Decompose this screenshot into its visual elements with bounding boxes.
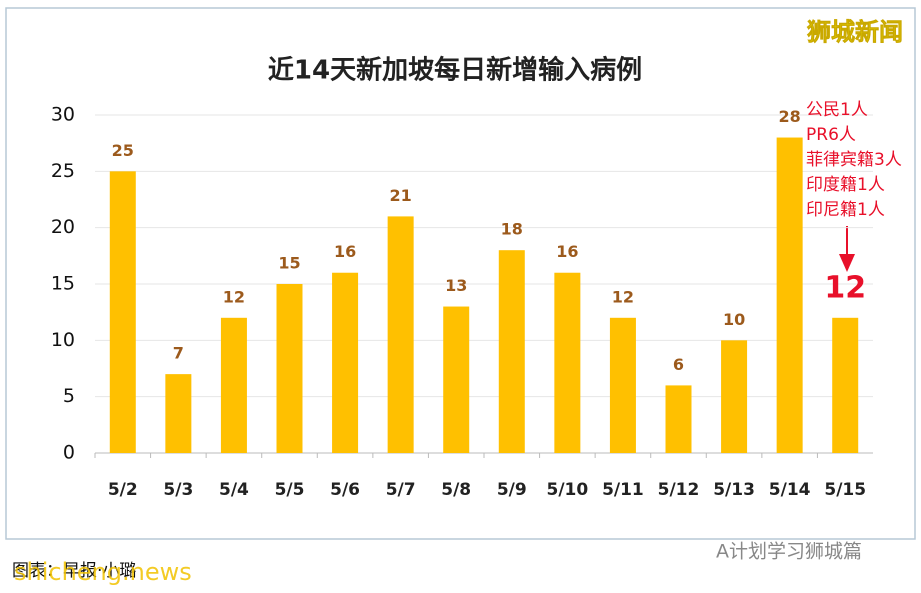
bar	[165, 374, 192, 453]
annotation: PR6人	[806, 125, 856, 145]
x-tick-label: 5/13	[713, 480, 755, 500]
y-tick-label: 30	[51, 104, 75, 126]
x-tick-label: 5/4	[219, 480, 249, 500]
bar	[609, 317, 636, 453]
value-label: 13	[445, 276, 467, 295]
arrow-head	[839, 254, 855, 272]
annotation: 印度籍1人	[806, 175, 885, 195]
y-tick-label: 20	[51, 216, 75, 238]
bar	[220, 317, 247, 453]
value-label: 6	[673, 355, 684, 374]
value-label: 25	[112, 141, 134, 160]
bar	[776, 137, 803, 454]
watermark: 狮城新闻	[807, 18, 903, 46]
bar	[387, 216, 414, 453]
bar	[332, 272, 359, 453]
source: 图表：早报·小璐	[12, 561, 136, 581]
x-tick-label: 5/7	[386, 480, 416, 500]
x-tick-label: 5/9	[497, 480, 527, 500]
y-tick-label: 5	[63, 385, 75, 407]
value-label: 15	[278, 254, 300, 273]
x-tick-label: 5/2	[108, 480, 138, 500]
site-watermark: shicheng.news	[14, 558, 192, 586]
bar	[721, 340, 748, 453]
annotation: 印尼籍1人	[806, 200, 885, 220]
y-tick-label: 15	[51, 273, 75, 295]
x-tick-label: 5/11	[602, 480, 644, 500]
value-label: 10	[723, 310, 745, 329]
value-label: 12	[223, 287, 245, 306]
value-label: 16	[556, 242, 578, 261]
value-label: 18	[501, 220, 523, 239]
bar	[498, 250, 525, 453]
bar	[554, 272, 581, 453]
bar	[832, 317, 859, 453]
value-label: 28	[779, 107, 801, 126]
annotation: 公民1人	[806, 100, 868, 120]
bar	[109, 171, 136, 454]
value-label: 7	[173, 344, 184, 363]
value-label: 12	[612, 287, 634, 306]
x-tick-label: 5/14	[769, 480, 811, 500]
bar	[443, 306, 470, 453]
y-tick-label: 0	[63, 442, 75, 464]
bar	[665, 385, 692, 453]
y-tick-label: 25	[51, 160, 75, 182]
value-label: 16	[334, 242, 356, 261]
bar	[276, 284, 303, 453]
value-label: 21	[390, 186, 412, 205]
x-tick-label: 5/10	[547, 480, 589, 500]
value-label: 12	[824, 271, 866, 306]
x-tick-label: 5/12	[658, 480, 700, 500]
x-tick-label: 5/6	[330, 480, 360, 500]
chart-title: 近14天新加坡每日新增输入病例	[268, 55, 642, 86]
annotation: 菲律宾籍3人	[806, 150, 902, 170]
x-tick-label: 5/15	[824, 480, 866, 500]
y-tick-label: 10	[51, 329, 75, 351]
x-tick-label: 5/8	[441, 480, 471, 500]
x-tick-label: 5/3	[163, 480, 193, 500]
account: A计划学习狮城篇	[716, 541, 862, 563]
x-tick-label: 5/5	[275, 480, 305, 500]
